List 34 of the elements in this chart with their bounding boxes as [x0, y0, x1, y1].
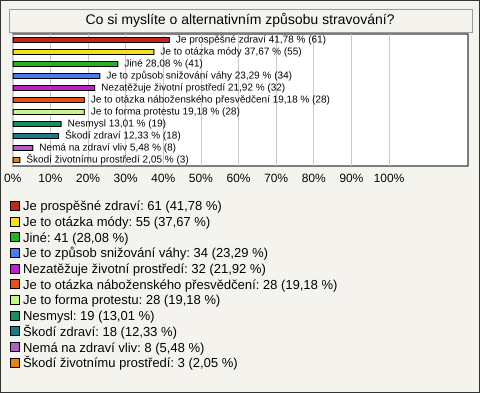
x-tick-label: 60%	[226, 171, 251, 185]
x-tick-label: 40%	[151, 171, 176, 185]
text: Je to forma protestu: 28 (19,18 %)	[23, 292, 220, 308]
data-label: Je to otázka módy 37,67 % (55)	[160, 46, 302, 58]
data-label: Nemá na zdraví vliv 5,48 % (8)	[39, 142, 176, 154]
x-tick-label: 50%	[188, 171, 214, 185]
data-label: Je to otázka náboženského přesvědčení 19,18 % (28)	[90, 94, 330, 106]
text: Jiné: 41 (28,08 %)	[23, 230, 129, 245]
x-tick-label: 70%	[264, 171, 288, 185]
data-label: Je prospěšné zdraví 41,78 % (61)	[176, 34, 326, 46]
text: Nesmysl: 19 (13,01 %)	[23, 308, 154, 324]
text: Je to otázka módy: 55 (37,67 %)	[23, 214, 210, 230]
x-tick-label: 0%	[4, 171, 22, 185]
x-tick-label: 100%	[374, 171, 405, 185]
text: Je to otázka náboženského přesvědčení: 28 (19,18 %)	[23, 276, 338, 292]
x-tick-label: 20%	[76, 171, 100, 185]
data-label: Škodí životnímu prostředí 2,05 % (3)	[26, 154, 189, 166]
text: Je to způsob snižování váhy: 34 (23,29 %)	[23, 245, 268, 260]
text: Nezatěžuje životní prostředí: 32 (21,92 %)	[23, 261, 266, 276]
x-tick-label: 80%	[302, 171, 326, 185]
text: Škodí životnímu prostředí: 3 (2,05 %)	[23, 355, 238, 370]
x-tick-label: 10%	[38, 171, 63, 185]
data-label: Je to forma protestu 19,18 % (28)	[90, 106, 240, 118]
text: Škodí zdraví: 18 (12,33 %)	[23, 324, 177, 339]
data-label: Jiné 28,08 % (41)	[124, 58, 203, 70]
data-label: Nezatěžuje životní prostředí 21,92 % (32)	[101, 82, 286, 94]
chart-title: Co si myslíte o alternativním způsobu stravování?	[86, 11, 395, 27]
data-label: Škodí zdraví 12,33 % (18)	[65, 130, 181, 142]
data-label: Nesmysl 13,01 % (19)	[68, 118, 166, 130]
text: Nemá na zdraví vliv: 8 (5,48 %)	[23, 340, 204, 355]
data-label: Je to způsob snižování váhy 23,29 % (34)	[106, 70, 292, 82]
x-tick-label: 30%	[114, 171, 138, 185]
x-tick-label: 90%	[339, 171, 364, 185]
text: Je prospěšné zdraví: 61 (41,78 %)	[23, 198, 222, 214]
